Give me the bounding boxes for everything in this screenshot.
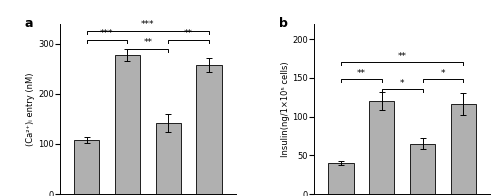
Text: **: ** — [398, 52, 406, 61]
Text: **: ** — [357, 69, 366, 78]
Bar — [196, 65, 222, 194]
Bar — [451, 104, 476, 194]
Text: b: b — [280, 17, 288, 30]
Bar — [369, 101, 394, 194]
Bar — [114, 55, 140, 194]
Text: **: ** — [144, 38, 152, 47]
Text: *: * — [441, 69, 446, 78]
Bar — [328, 163, 353, 194]
Bar — [74, 140, 99, 194]
Y-axis label: Insulin(ng/1×10⁵ cells): Insulin(ng/1×10⁵ cells) — [280, 61, 289, 157]
Y-axis label: (Ca²⁺)ᵢ entry (nM): (Ca²⁺)ᵢ entry (nM) — [26, 72, 35, 145]
Text: a: a — [25, 17, 34, 30]
Bar — [156, 123, 181, 194]
Text: ***: *** — [100, 29, 114, 38]
Text: **: ** — [184, 29, 193, 38]
Text: *: * — [400, 79, 404, 88]
Bar — [410, 144, 436, 194]
Text: ***: *** — [141, 20, 154, 29]
